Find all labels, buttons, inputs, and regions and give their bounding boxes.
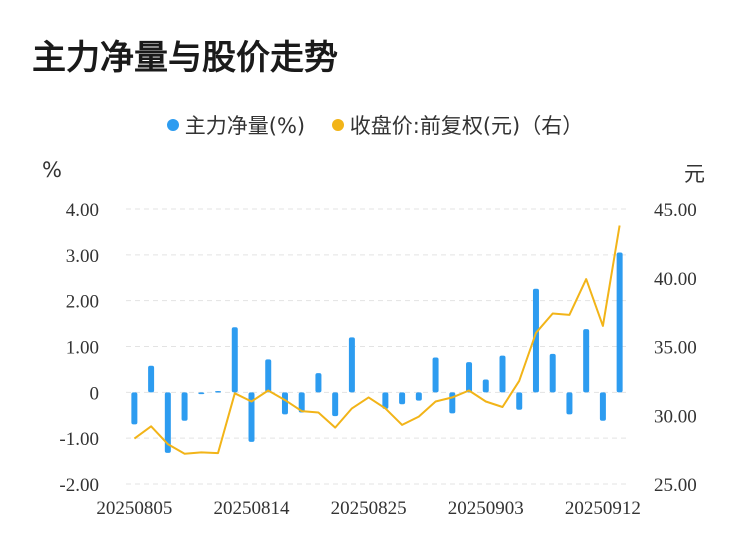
left-tick-label: 4.00 (66, 200, 99, 221)
bar (399, 392, 406, 405)
bar (332, 392, 339, 417)
legend-dot-bar-icon (166, 119, 179, 131)
bar (181, 392, 188, 421)
bar (466, 362, 473, 393)
bar (415, 392, 422, 401)
left-axis-unit: % (42, 158, 62, 182)
right-tick-label: 35.00 (654, 338, 697, 359)
legend: 主力净量(%) 收盘价:前复权(元)（右） (0, 110, 750, 140)
bar (583, 329, 590, 393)
left-tick-label: 0 (90, 383, 100, 404)
right-tick-label: 25.00 (654, 475, 697, 496)
bar (499, 355, 506, 393)
bar (432, 357, 439, 393)
left-tick-label: 2.00 (66, 292, 99, 313)
x-tick-label: 20250825 (331, 498, 407, 519)
bar (315, 373, 322, 393)
right-axis-unit: 元 (684, 162, 705, 186)
price-line (133, 225, 621, 455)
bar (298, 392, 305, 413)
bar (131, 392, 138, 425)
left-tick-label: -1.00 (59, 429, 99, 450)
x-tick-label: 20250903 (448, 498, 524, 519)
legend-label-close-price: 收盘价:前复权(元)（右） (349, 114, 584, 138)
bar (215, 390, 222, 393)
legend-dot-line-icon (331, 119, 344, 131)
bar (248, 392, 255, 442)
legend-label-net-flow: 主力净量(%) (184, 114, 306, 138)
right-tick-label: 30.00 (654, 406, 697, 427)
bar (148, 365, 155, 393)
bar (566, 392, 573, 415)
left-tick-label: -2.00 (59, 475, 99, 496)
legend-item-net-flow[interactable]: 主力净量(%) (166, 110, 306, 140)
bar (265, 359, 272, 393)
bar (549, 353, 556, 393)
bar (516, 392, 523, 410)
bar (281, 392, 288, 415)
bar (164, 392, 171, 453)
bar (482, 379, 489, 393)
x-tick-label: 20250912 (565, 498, 641, 519)
right-tick-label: 45.00 (654, 200, 697, 221)
right-tick-label: 40.00 (654, 269, 697, 290)
left-tick-label: 1.00 (66, 338, 99, 359)
bar (382, 392, 389, 409)
bar (532, 288, 539, 393)
x-tick-label: 20250805 (96, 498, 172, 519)
bar (599, 392, 606, 421)
bar (616, 252, 623, 393)
bar (348, 337, 355, 393)
left-tick-label: 3.00 (66, 246, 99, 267)
x-tick-label: 20250814 (214, 498, 291, 519)
bar (231, 327, 238, 393)
chart-title: 主力净量与股价走势 (32, 38, 338, 78)
legend-item-close-price[interactable]: 收盘价:前复权(元)（右） (331, 110, 584, 140)
bar (198, 392, 205, 395)
